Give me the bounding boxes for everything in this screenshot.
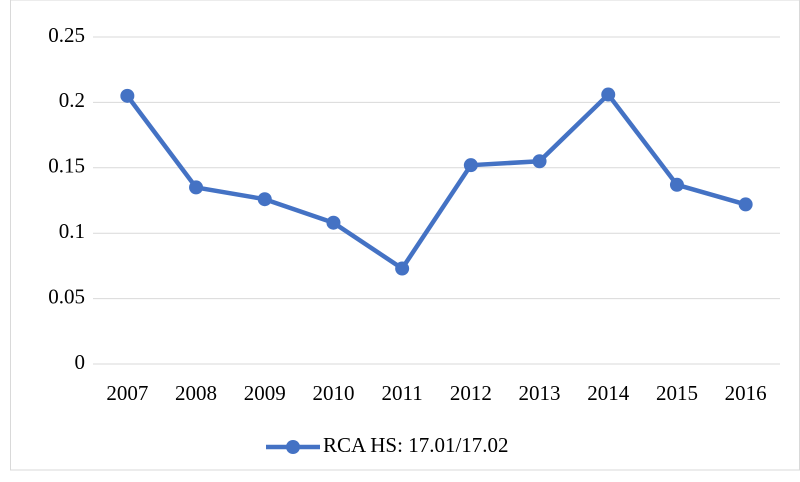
x-tick-label: 2014: [587, 381, 630, 405]
point: [326, 215, 341, 230]
series-line: [125, 92, 747, 271]
x-tick-label: 2012: [450, 381, 492, 405]
point: [395, 261, 410, 276]
point: [120, 88, 135, 103]
legend-label: RCA HS: 17.01/17.02: [323, 433, 509, 457]
x-tick-label: 2015: [656, 381, 698, 405]
y-tick-label: 0.2: [59, 88, 85, 112]
point: [257, 192, 272, 207]
point: [532, 154, 547, 169]
legend-marker: [286, 440, 300, 454]
x-tick-label: 2009: [244, 381, 286, 405]
x-tick-label: 2011: [382, 381, 423, 405]
y-tick-label: 0.1: [59, 219, 85, 243]
x-tick-label: 2008: [175, 381, 217, 405]
x-tick-label: 2013: [519, 381, 561, 405]
y-tick-label: 0.25: [48, 23, 85, 47]
point: [189, 180, 204, 195]
point: [738, 197, 753, 212]
x-tick-label: 2016: [725, 381, 767, 405]
x-tick-label: 2007: [106, 381, 148, 405]
y-tick-label: 0: [75, 350, 86, 374]
x-tick-label: 2010: [312, 381, 354, 405]
y-tick-label: 0.05: [48, 284, 85, 308]
point: [463, 158, 478, 173]
point: [669, 177, 684, 192]
y-tick-label: 0.15: [48, 154, 85, 178]
point: [601, 87, 616, 102]
